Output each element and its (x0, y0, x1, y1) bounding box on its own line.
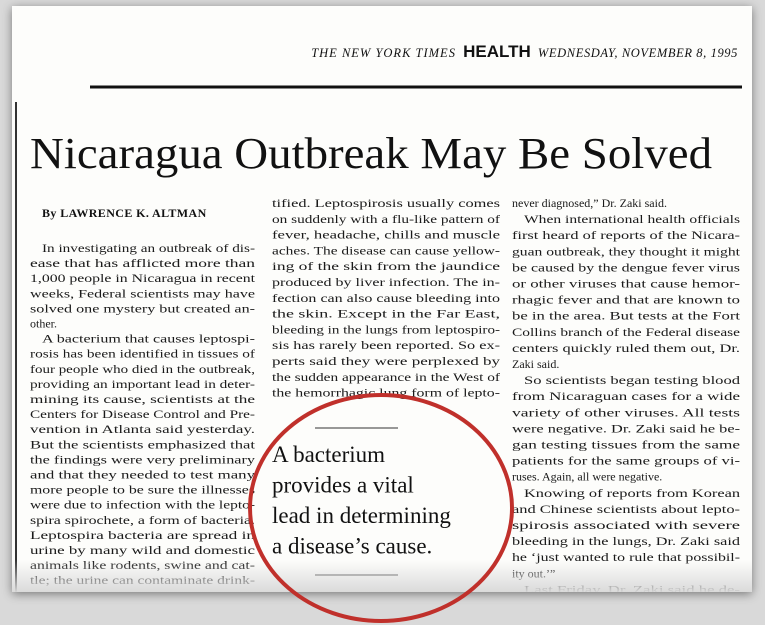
body-line: were negative. Dr. Zaki said he be- (512, 421, 740, 435)
paper-name: THE NEW YORK TIMES (311, 46, 456, 60)
pull-quote-line: lead in determining (272, 503, 451, 528)
pull-quote-line: provides a vital (272, 473, 414, 498)
headline: Nicaragua Outbreak May Be Solved (30, 129, 712, 178)
pull-quote-line: a disease’s cause. (272, 534, 432, 559)
date: WEDNESDAY, NOVEMBER 8, 1995 (538, 46, 738, 60)
byline: By LAWRENCE K. ALTMAN (42, 206, 207, 220)
body-line: other. (30, 317, 57, 331)
body-line: were due to infection with the lepto- (30, 498, 255, 512)
body-line: patients for the same groups of vi- (512, 454, 740, 468)
body-line: rhagic fever and that are known to (512, 293, 740, 307)
body-line: urine by many wild and domestic (30, 543, 255, 557)
body-line: and Chinese scientists about lepto- (512, 502, 740, 516)
body-line: Centers for Disease Control and Pre- (30, 407, 255, 421)
masthead: THE NEW YORK TIMES HEALTH WEDNESDAY, NOV… (311, 42, 738, 61)
body-line: Leptospira bacteria are spread in (30, 528, 255, 542)
body-line: spirosis associated with severe (512, 518, 740, 532)
body-line: ease that has afflicted more than (30, 256, 255, 270)
body-line: the hemorrhagic lung form of lepto- (272, 386, 500, 400)
body-line: or other viruses that cause hemor- (512, 277, 740, 291)
body-line: ruses. Again, all were negative. (512, 470, 662, 484)
body-line: guan outbreak, they thought it might (512, 244, 741, 258)
body-line: In investigating an outbreak of dis- (42, 241, 255, 255)
body-line: tified. Leptospirosis usually comes (272, 196, 500, 210)
body-line: solved one mystery but created an- (30, 301, 255, 315)
body-line: A bacterium that causes leptospi- (42, 332, 255, 346)
body-line: gan testing tissues from the same (512, 438, 740, 452)
section-name: HEALTH (463, 42, 531, 61)
body-line: bleeding in the lungs, Dr. Zaki said (512, 534, 740, 548)
body-line: Zaki said. (512, 357, 559, 371)
body-line: spira spirochete, a form of bacteria. (30, 513, 255, 527)
body-line: the skin. Except in the Far East, (272, 307, 500, 321)
body-line: vention in Atlanta said yesterday. (30, 422, 255, 436)
body-line: the sudden appearance in the West of (272, 370, 500, 384)
paper (12, 6, 752, 592)
body-line: 1,000 people in Nicaragua in recent (30, 271, 256, 285)
red-circle (248, 393, 514, 623)
body-line: be caused by the dengue fever virus (512, 260, 740, 274)
body-line: four people who died in the outbreak, (30, 362, 255, 376)
body-line: fection can also cause bleeding into (272, 291, 500, 305)
body-line: fever, headache, chills and muscle (272, 228, 500, 242)
body-line: variety of other viruses. All tests (512, 405, 740, 419)
body-line: more people to be sure the illnesses (30, 483, 255, 497)
body-line: rosis has been identified in tissues of (30, 347, 255, 361)
body-line: on suddenly with a flu-like pattern of (272, 212, 500, 226)
body-line: When international health officials (524, 212, 740, 226)
pull-quote-line: A bacterium (272, 442, 385, 467)
body-line: So scientists began testing blood (524, 373, 740, 387)
body-line: from Nicaraguan cases for a wide (512, 389, 740, 403)
body-line: ing of the skin from the jaundice (272, 259, 500, 273)
body-line: veloped a quick staining test for lep- (512, 599, 740, 613)
body-line: bleeding in the lungs from leptospiro- (272, 322, 500, 336)
body-line: sis has rarely been reported. So ex- (272, 338, 500, 352)
body-line: first heard of reports of the Nicara- (512, 228, 740, 242)
body-line: mining its cause, scientists at the (30, 392, 255, 406)
body-line: and that they needed to test many (30, 468, 255, 482)
body-line: Collins branch of the Federal disease (512, 325, 740, 339)
body-line: providing an important lead in deter- (30, 377, 255, 391)
body-line: centers quickly ruled them out, Dr. (512, 341, 740, 355)
scan-fade (12, 560, 752, 592)
body-line: be in the area. But tests at the Fort (512, 309, 741, 323)
body-line: never diagnosed,” Dr. Zaki said. (512, 196, 667, 210)
body-line: the findings were very preliminary (30, 452, 255, 466)
body-line: perts said they were perplexed by (272, 354, 500, 368)
body-line: produced by liver infection. The in- (272, 275, 500, 289)
body-line: But the scientists emphasized that (30, 437, 256, 451)
body-line: weeks, Federal scientists may have (30, 286, 255, 300)
body-line: Knowing of reports from Korean (524, 486, 740, 500)
body-line: aches. The disease can cause yellow- (272, 243, 500, 257)
